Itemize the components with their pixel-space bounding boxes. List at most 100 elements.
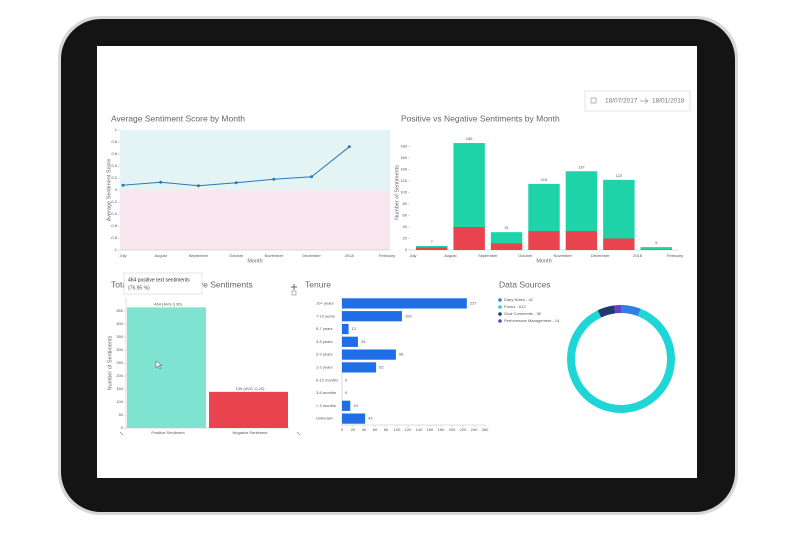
y-tick-label: 100 <box>400 190 407 195</box>
y-axis-label: Number of Sentiments <box>394 165 400 220</box>
x-tick-label: July <box>409 253 416 258</box>
y-tick-label: 2-3 years <box>316 352 333 357</box>
chart-title: Positive vs Negative Sentiments by Month <box>401 113 560 123</box>
x-tick-label: Positive Sentiment <box>151 430 185 435</box>
x-tick-label: December <box>591 253 610 258</box>
point <box>272 177 276 181</box>
x-tick-label: 100 <box>394 427 401 432</box>
x-tick-label: 120 <box>405 427 412 432</box>
bar-segment <box>490 243 523 250</box>
x-tick-label: December <box>302 253 321 258</box>
y-tick-label: -0.6 <box>110 223 118 228</box>
value-label: 42 <box>368 416 373 421</box>
y-tick-label: Unknown <box>316 416 333 421</box>
y-tick-label: 0.2 <box>111 175 117 180</box>
total-label: 5 <box>655 240 658 245</box>
date-box[interactable] <box>584 90 691 112</box>
arrow-icon <box>640 98 649 104</box>
y-tick-label: 150 <box>116 386 123 391</box>
y-tick-label: 120 <box>400 178 407 183</box>
x-tick-label: October <box>229 253 244 258</box>
x-axis-label: Month <box>536 258 551 264</box>
x-tick-label: November <box>265 253 284 258</box>
date-range-picker[interactable]: 18/07/2017 18/01/2018 <box>584 90 691 112</box>
bar-segment <box>565 231 598 250</box>
tooltip: 464 positive text sentiments (76.95 %) <box>123 272 203 295</box>
x-tick-label: February <box>379 253 395 258</box>
x-tick-label: 200 <box>449 427 456 432</box>
x-tick-label: 2018 <box>633 253 643 258</box>
start-date: 18/07/2017 <box>605 98 638 105</box>
y-tick-label: 450 <box>116 308 123 313</box>
x-tick-label: 0 <box>341 427 344 432</box>
total-label: 31 <box>504 225 509 230</box>
y-tick-label: < 3 months <box>316 403 336 408</box>
legend-label: Goal Comments - 36 <box>504 311 542 316</box>
bar-segment <box>490 232 523 244</box>
donut-slice <box>614 305 621 314</box>
total-label: 122 <box>616 173 623 178</box>
point <box>121 183 125 187</box>
export-icon[interactable] <box>291 290 297 296</box>
legend-swatch <box>498 298 502 302</box>
legend-label: Forms - 612 <box>504 304 526 309</box>
expand-icon[interactable] <box>291 284 297 290</box>
y-tick-label: 6-12 months <box>316 377 338 382</box>
legend-label: Diary Notes - 42 <box>504 297 534 302</box>
y-tick-label: 1-2 years <box>316 364 333 369</box>
x-tick-label: 140 <box>416 427 423 432</box>
x-tick-label: 180 <box>438 427 445 432</box>
bar <box>342 413 366 424</box>
point <box>234 181 238 185</box>
bar-segment <box>640 249 673 250</box>
bar <box>342 311 402 322</box>
value-label: 109 <box>405 313 412 318</box>
y-tick-label: -0.2 <box>110 199 118 204</box>
x-tick-label: 260 <box>482 427 489 432</box>
y-tick-label: 180 <box>400 144 407 149</box>
y-tick-label: 0 <box>121 425 124 430</box>
bar-segment <box>453 227 485 250</box>
end-date: 18/01/2018 <box>652 98 685 105</box>
y-tick-label: 400 <box>116 321 123 326</box>
x-tick-label: 60 <box>373 427 378 432</box>
legend-label: Performance Management - 14 <box>504 318 560 323</box>
x-axis-label: Month <box>247 258 262 264</box>
bar-segment <box>415 247 448 250</box>
x-tick-label: 80 <box>384 427 389 432</box>
y-tick-label: -1 <box>113 247 117 252</box>
value-label: 0 <box>345 377 348 382</box>
calendar-icon <box>590 97 597 104</box>
x-tick-label: September <box>478 253 498 258</box>
total-label: 115 <box>541 177 548 182</box>
x-tick-label: 20 <box>351 427 356 432</box>
legend-swatch <box>498 305 502 309</box>
y-tick-label: 80 <box>403 201 408 206</box>
tooltip-box <box>123 272 203 295</box>
bar-segment <box>640 247 673 250</box>
bar-segment <box>415 245 448 248</box>
y-tick-label: 7-10 years <box>316 313 335 318</box>
panel-icons <box>119 284 301 436</box>
y-tick-label: 250 <box>116 360 123 365</box>
chart-title: Average Sentiment Score by Month <box>111 113 245 123</box>
y-tick-label: -0.8 <box>110 235 118 240</box>
point <box>310 175 314 179</box>
y-tick-label: -0.4 <box>110 211 118 216</box>
value-label: 62 <box>379 364 384 369</box>
x-tick-label: 2018 <box>345 253 355 258</box>
bar-segment <box>603 179 635 239</box>
y-tick-label: 1 <box>115 127 118 132</box>
x-tick-label: August <box>444 253 457 258</box>
bar <box>342 323 349 335</box>
tooltip-title: 464 positive text sentiments <box>128 277 190 283</box>
y-tick-label: 140 <box>400 167 407 172</box>
bar <box>342 336 358 347</box>
y-tick-label: 0 <box>115 187 118 192</box>
total-label: 186 <box>466 136 473 141</box>
x-tick-label: 160 <box>427 427 434 432</box>
bar <box>127 307 206 428</box>
point <box>196 184 200 188</box>
y-tick-label: 3-5 years <box>316 339 333 344</box>
y-tick-label: 0.6 <box>111 151 117 156</box>
